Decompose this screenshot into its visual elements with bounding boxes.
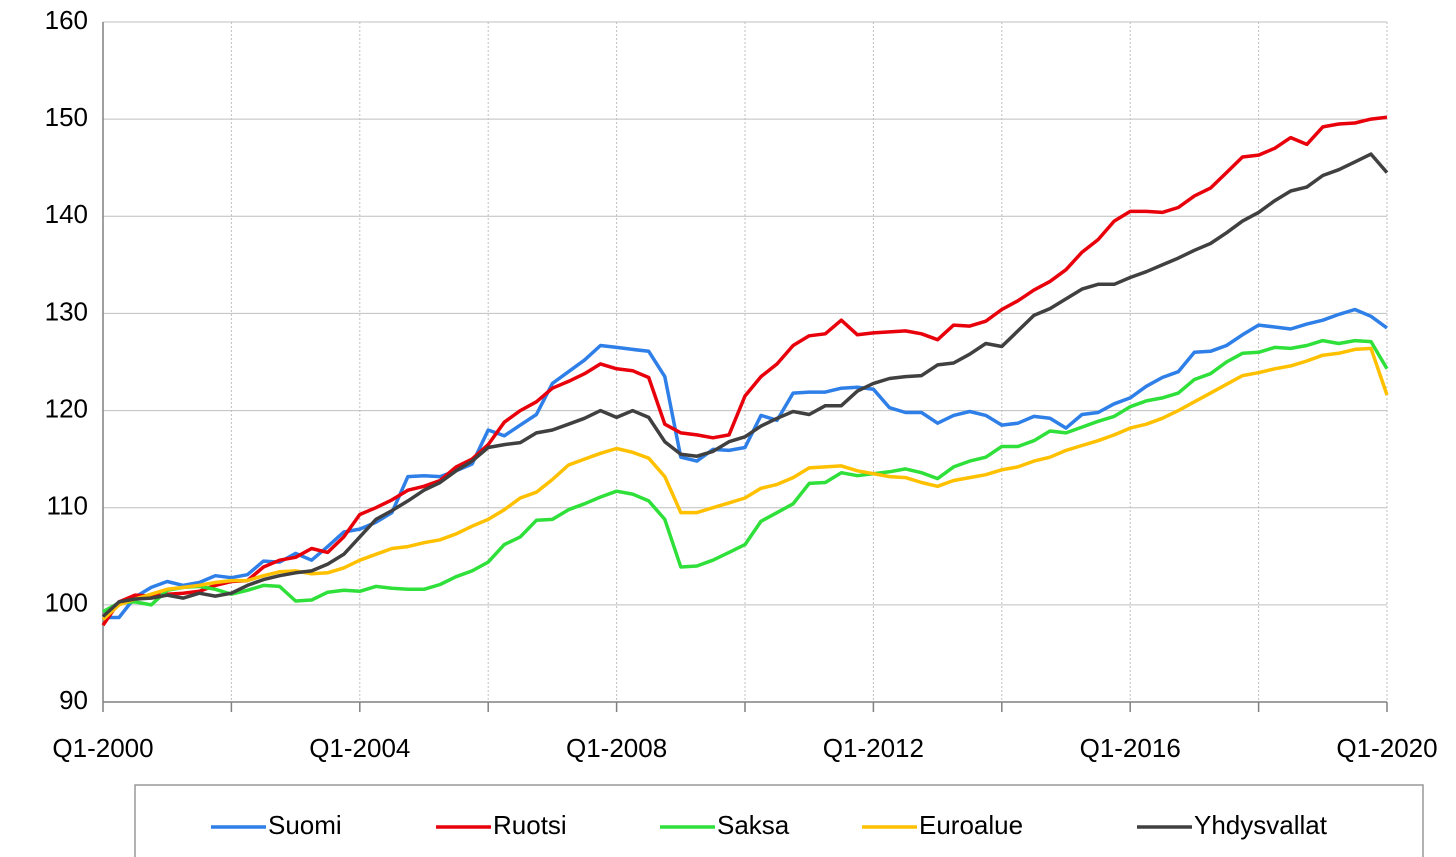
legend-label: Euroalue xyxy=(919,810,1023,840)
y-tick-label: 150 xyxy=(45,102,88,132)
y-tick-label: 100 xyxy=(45,588,88,618)
y-tick-label: 110 xyxy=(47,491,88,521)
y-tick-label: 90 xyxy=(59,685,88,715)
y-tick-label: 120 xyxy=(45,393,88,423)
x-tick-label: Q1-2016 xyxy=(1080,733,1181,763)
series-line xyxy=(101,346,1389,621)
series-line xyxy=(103,307,1389,620)
series-line xyxy=(101,152,1389,618)
x-tick-label: Q1-2008 xyxy=(566,733,667,763)
x-tick-label: Q1-2000 xyxy=(52,733,153,763)
x-tick-label: Q1-2004 xyxy=(309,733,410,763)
series-line xyxy=(101,115,1388,627)
x-tick-label: Q1-2020 xyxy=(1336,733,1437,763)
y-tick-label: 160 xyxy=(45,5,88,35)
legend-label: Ruotsi xyxy=(493,810,567,840)
legend-label: Yhdysvallat xyxy=(1194,810,1328,840)
legend-label: Suomi xyxy=(268,810,342,840)
x-tick-label: Q1-2012 xyxy=(823,733,924,763)
legend-box xyxy=(134,784,1424,857)
series-line xyxy=(102,338,1389,614)
y-tick-label: 140 xyxy=(45,199,88,229)
y-tick-label: 130 xyxy=(45,296,88,326)
legend-label: Saksa xyxy=(717,810,790,840)
